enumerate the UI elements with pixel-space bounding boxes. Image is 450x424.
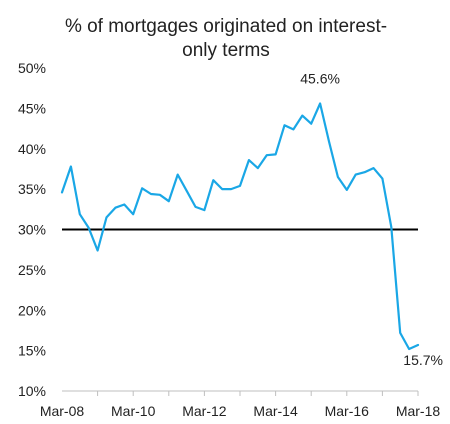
- data-point: [283, 124, 286, 127]
- data-points: [61, 102, 419, 350]
- data-point: [212, 179, 215, 182]
- data-point: [70, 165, 72, 168]
- chart-title-line-1: % of mortgages originated on interest-: [65, 16, 387, 37]
- data-point: [301, 114, 304, 117]
- annotation-peak: 45.6%: [300, 71, 340, 87]
- data-point: [61, 191, 63, 194]
- data-point: [346, 189, 348, 191]
- data-point: [372, 167, 375, 169]
- y-tick-label: 15%: [18, 343, 46, 359]
- data-point: [328, 140, 330, 143]
- y-tick-label: 20%: [18, 302, 46, 318]
- data-point: [159, 193, 161, 196]
- data-point: [381, 177, 384, 180]
- y-tick-label: 45%: [18, 100, 46, 116]
- x-tick-label: Mar-18: [396, 403, 441, 419]
- x-axis-ticks: Mar-08 Mar-10 Mar-12 Mar-14 Mar-16 Mar-18: [40, 403, 441, 419]
- data-point: [123, 203, 126, 206]
- y-tick-label: 50%: [18, 60, 46, 76]
- y-tick-label: 25%: [18, 262, 46, 278]
- x-tick-label: Mar-08: [40, 403, 85, 419]
- data-point: [194, 206, 197, 208]
- annotations: 45.6% 15.7%: [300, 71, 443, 368]
- annotation-latest: 15.7%: [403, 352, 443, 368]
- data-point: [221, 188, 223, 190]
- y-tick-label: 35%: [18, 181, 46, 197]
- data-point: [185, 189, 188, 192]
- chart-title-line-2: only terms: [182, 40, 270, 61]
- data-point: [150, 193, 152, 195]
- data-point: [203, 209, 206, 211]
- data-point: [354, 173, 357, 176]
- data-point: [363, 171, 366, 173]
- data-point: [265, 154, 268, 157]
- data-point: [390, 226, 393, 228]
- data-point: [248, 159, 250, 161]
- data-point: [292, 128, 295, 131]
- data-point: [408, 348, 410, 350]
- data-point: [87, 227, 90, 229]
- y-axis-ticks: 10% 15% 20% 25% 30% 35% 40% 45% 50%: [18, 60, 46, 399]
- data-point: [96, 249, 99, 252]
- data-point: [319, 102, 321, 105]
- x-tick-label: Mar-16: [325, 403, 370, 419]
- y-tick-label: 10%: [18, 383, 46, 399]
- data-point: [79, 213, 81, 215]
- data-point: [141, 187, 143, 190]
- x-tick-label: Mar-10: [111, 403, 156, 419]
- data-point: [114, 206, 117, 209]
- x-axis-tick-marks: [97, 391, 419, 396]
- x-tick-label: Mar-12: [182, 403, 227, 419]
- data-point: [132, 213, 134, 215]
- data-point: [274, 153, 277, 156]
- data-point: [105, 216, 108, 219]
- data-point: [176, 173, 179, 176]
- y-tick-label: 40%: [18, 141, 46, 157]
- data-point: [257, 167, 259, 169]
- data-point: [310, 122, 313, 125]
- data-point: [417, 344, 419, 346]
- data-point: [239, 185, 241, 187]
- data-point: [337, 176, 339, 178]
- x-tick-label: Mar-14: [253, 403, 298, 419]
- y-tick-label: 30%: [18, 222, 46, 238]
- data-point: [230, 188, 232, 190]
- series-line: [60, 102, 420, 351]
- data-point: [168, 200, 170, 203]
- data-point: [399, 332, 402, 334]
